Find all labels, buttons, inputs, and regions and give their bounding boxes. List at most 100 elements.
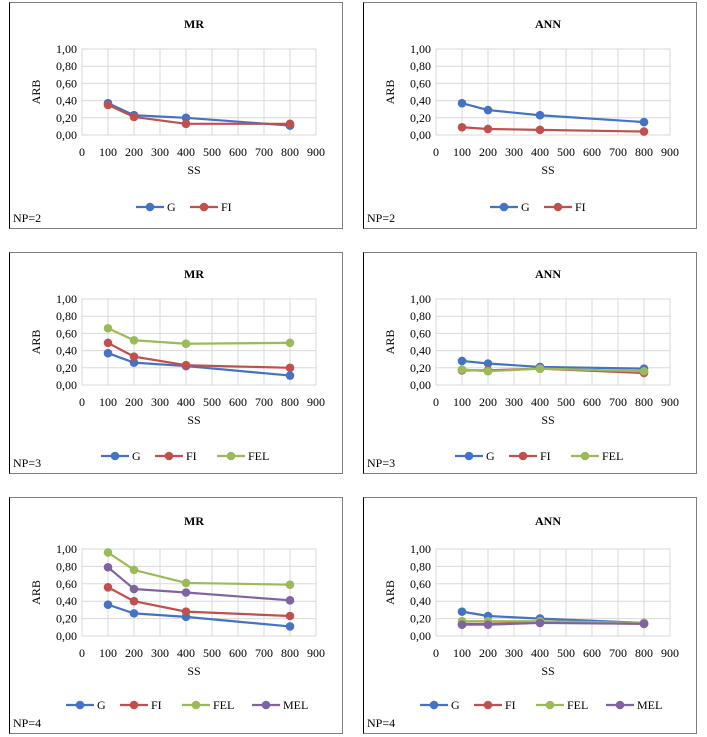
data-point-g <box>285 371 295 380</box>
x-tick-label: 600 <box>583 145 601 159</box>
x-tick-label: 0 <box>79 145 85 159</box>
x-tick-label: 800 <box>635 646 653 660</box>
chart-title: MR <box>184 267 204 281</box>
data-point-mel <box>639 619 649 629</box>
x-tick-label: 700 <box>609 145 627 159</box>
chart-title: ANN <box>535 514 561 528</box>
y-axis-label: ARB <box>383 80 397 105</box>
x-tick-label: 200 <box>479 145 497 159</box>
y-tick-label: 0,00 <box>56 378 77 392</box>
series-line-fi <box>107 103 290 125</box>
data-point-mel <box>535 618 545 628</box>
x-axis-label: SS <box>541 163 554 177</box>
x-tick-label: 0 <box>433 395 439 409</box>
legend-label: FEL <box>248 449 269 463</box>
y-axis-label: ARB <box>383 330 397 355</box>
np-label: NP=2 <box>367 211 396 225</box>
legend: G FI FEL MEL <box>66 698 308 712</box>
x-tick-label: 200 <box>125 646 143 660</box>
legend-marker-fi <box>553 202 563 212</box>
x-tick-label: 700 <box>255 395 273 409</box>
np-label: NP=4 <box>13 716 42 730</box>
y-tick-label: 0,80 <box>410 59 431 73</box>
x-tick-label: 300 <box>505 646 523 660</box>
y-tick-label: 0,00 <box>410 629 431 643</box>
x-tick-label: 200 <box>479 395 497 409</box>
x-tick-label: 500 <box>557 395 575 409</box>
data-point-fel <box>129 335 139 345</box>
legend-label: FI <box>575 200 586 214</box>
chart-panel-mr-np2: MR 0,00 0,20 0,40 0,60 0,80 1,00 0 100 200 300 400 5… <box>9 2 343 229</box>
data-point-mel <box>285 596 295 605</box>
x-tick-label: 400 <box>531 395 549 409</box>
data-point-fi <box>129 596 139 606</box>
legend-marker-g <box>145 202 155 212</box>
x-tick-label: 200 <box>479 646 497 660</box>
legend-label: FI <box>505 698 516 712</box>
series-line-g <box>107 102 291 127</box>
x-axis-label: SS <box>187 664 200 678</box>
data-point-fi <box>181 360 191 370</box>
data-point-fi <box>285 363 295 373</box>
x-tick-label: 400 <box>531 646 549 660</box>
legend-marker-g <box>429 700 439 710</box>
chart-svg: ANN 0,00 0,20 0,40 0,60 0,80 1,00 0 100 200 300 400… <box>383 514 679 712</box>
x-tick-label: 500 <box>203 145 221 159</box>
x-tick-label: 400 <box>531 145 549 159</box>
data-point-fel <box>639 366 649 376</box>
legend-label: FI <box>540 449 551 463</box>
chart-svg: MR 0,00 0,20 0,40 0,60 0,80 1,00 0 100 200 300 400 5… <box>29 514 325 712</box>
x-tick-label: 400 <box>177 145 195 159</box>
x-tick-label: 900 <box>307 145 325 159</box>
x-tick-label: 400 <box>177 646 195 660</box>
x-tick-label: 300 <box>151 145 169 159</box>
x-tick-label: 0 <box>433 145 439 159</box>
x-axis-label: SS <box>187 163 200 177</box>
y-tick-label: 0,00 <box>410 128 431 142</box>
chart-svg: MR 0,00 0,20 0,40 0,60 0,80 1,00 0 100 200 300 400 5… <box>29 267 325 463</box>
x-tick-label: 600 <box>583 395 601 409</box>
data-point-g <box>103 600 113 609</box>
legend-label: FEL <box>213 698 234 712</box>
series-line-fel <box>107 327 291 345</box>
x-tick-label: 900 <box>307 395 325 409</box>
legend-marker-g <box>75 700 85 710</box>
legend-label: FI <box>186 449 197 463</box>
y-tick-label: 0,40 <box>410 344 431 358</box>
y-tick-label: 0,40 <box>410 94 431 108</box>
data-point-g <box>535 110 545 120</box>
data-point-fi <box>181 119 191 129</box>
chart-panel-ann-np4: ANN 0,00 0,20 0,40 0,60 0,80 1,00 0 100 200 300 400… <box>363 497 697 734</box>
legend-label: G <box>97 698 106 712</box>
data-point-fi <box>535 125 545 135</box>
data-point-g <box>457 356 467 366</box>
x-tick-label: 900 <box>307 646 325 660</box>
legend-label: G <box>451 698 460 712</box>
x-tick-label: 200 <box>125 145 143 159</box>
chart-svg: ANN 0,00 0,20 0,40 0,60 0,80 1,00 0 100 200 300 400… <box>383 17 679 214</box>
y-tick-label: 1,00 <box>56 42 77 56</box>
legend: G FI <box>490 200 586 214</box>
data-point-g <box>181 113 191 123</box>
y-tick-label: 0,20 <box>56 111 77 125</box>
data-point-g <box>639 117 649 127</box>
data-point-mel <box>457 620 467 629</box>
legend-marker-fel <box>191 700 201 710</box>
np-label: NP=2 <box>13 211 42 225</box>
x-tick-label: 500 <box>203 395 221 409</box>
series-line-mel <box>107 566 291 602</box>
data-point-fel <box>457 365 467 374</box>
legend-marker-fel <box>580 451 590 461</box>
series-line-g <box>461 102 645 124</box>
y-tick-label: 1,00 <box>410 542 431 556</box>
series-line-g <box>461 610 645 625</box>
x-tick-label: 700 <box>609 395 627 409</box>
y-tick-label: 0,40 <box>56 594 77 608</box>
x-tick-label: 700 <box>255 646 273 660</box>
x-tick-label: 800 <box>635 145 653 159</box>
x-tick-label: 600 <box>229 395 247 409</box>
y-axis-label: ARB <box>29 80 43 105</box>
data-point-fi <box>103 338 113 348</box>
series-line-fi <box>461 126 645 133</box>
y-axis-label: ARB <box>29 580 43 605</box>
